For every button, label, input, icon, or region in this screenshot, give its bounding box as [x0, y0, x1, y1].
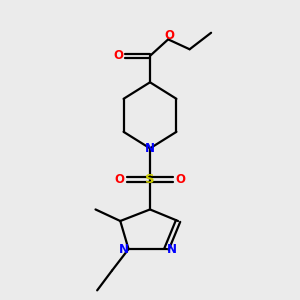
- Text: O: O: [115, 173, 124, 186]
- Text: O: O: [113, 50, 123, 62]
- Text: S: S: [145, 173, 155, 186]
- Text: O: O: [165, 28, 175, 42]
- Text: N: N: [118, 243, 129, 256]
- Text: N: N: [167, 243, 176, 256]
- Text: N: N: [145, 142, 155, 155]
- Text: O: O: [176, 173, 185, 186]
